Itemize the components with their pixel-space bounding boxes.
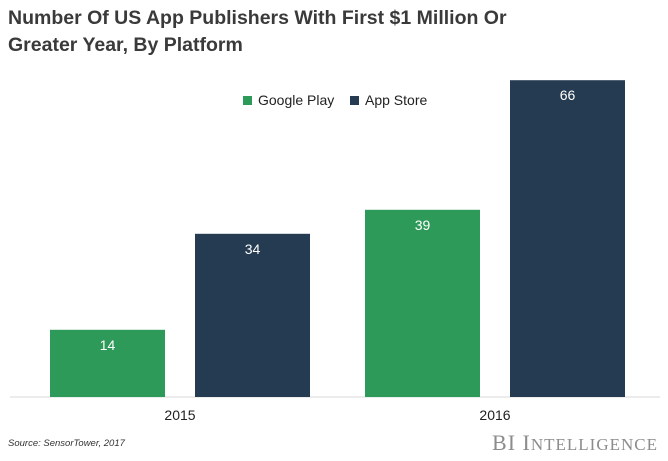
legend-swatch-google-play <box>243 95 252 105</box>
legend-label-app-store: App Store <box>365 92 428 108</box>
legend-item-google-play: Google Play <box>243 92 334 108</box>
brand-logo: BI INTELLIGENCE <box>492 430 658 456</box>
source-note: Source: SensorTower, 2017 <box>8 438 125 449</box>
brand-logo-rest: NTELLIGENCE <box>530 435 658 454</box>
data-label-app-store-2016: 66 <box>560 87 576 103</box>
bar-app-store-2016 <box>510 80 625 397</box>
legend-swatch-app-store <box>350 95 359 105</box>
legend-item-app-store: App Store <box>350 92 427 108</box>
bar-google-play-2015 <box>50 329 165 397</box>
data-label-app-store-2015: 34 <box>245 241 261 257</box>
legend-label-google-play: Google Play <box>258 92 335 108</box>
chart-title: Number Of US App Publishers With First $… <box>8 5 568 59</box>
data-label-google-play-2016: 39 <box>415 217 431 233</box>
x-tick-label-2015: 2015 <box>164 407 195 423</box>
chart-title-line-2: Greater Year, By Platform <box>8 34 243 56</box>
bar-google-play-2016 <box>365 209 480 397</box>
brand-logo-prefix: BI I <box>492 430 531 455</box>
bar-app-store-2015 <box>195 233 310 397</box>
x-tick-label-2016: 2016 <box>479 407 510 423</box>
chart-title-line-1: Number Of US App Publishers With First $… <box>8 7 507 29</box>
data-label-google-play-2015: 14 <box>100 337 116 353</box>
